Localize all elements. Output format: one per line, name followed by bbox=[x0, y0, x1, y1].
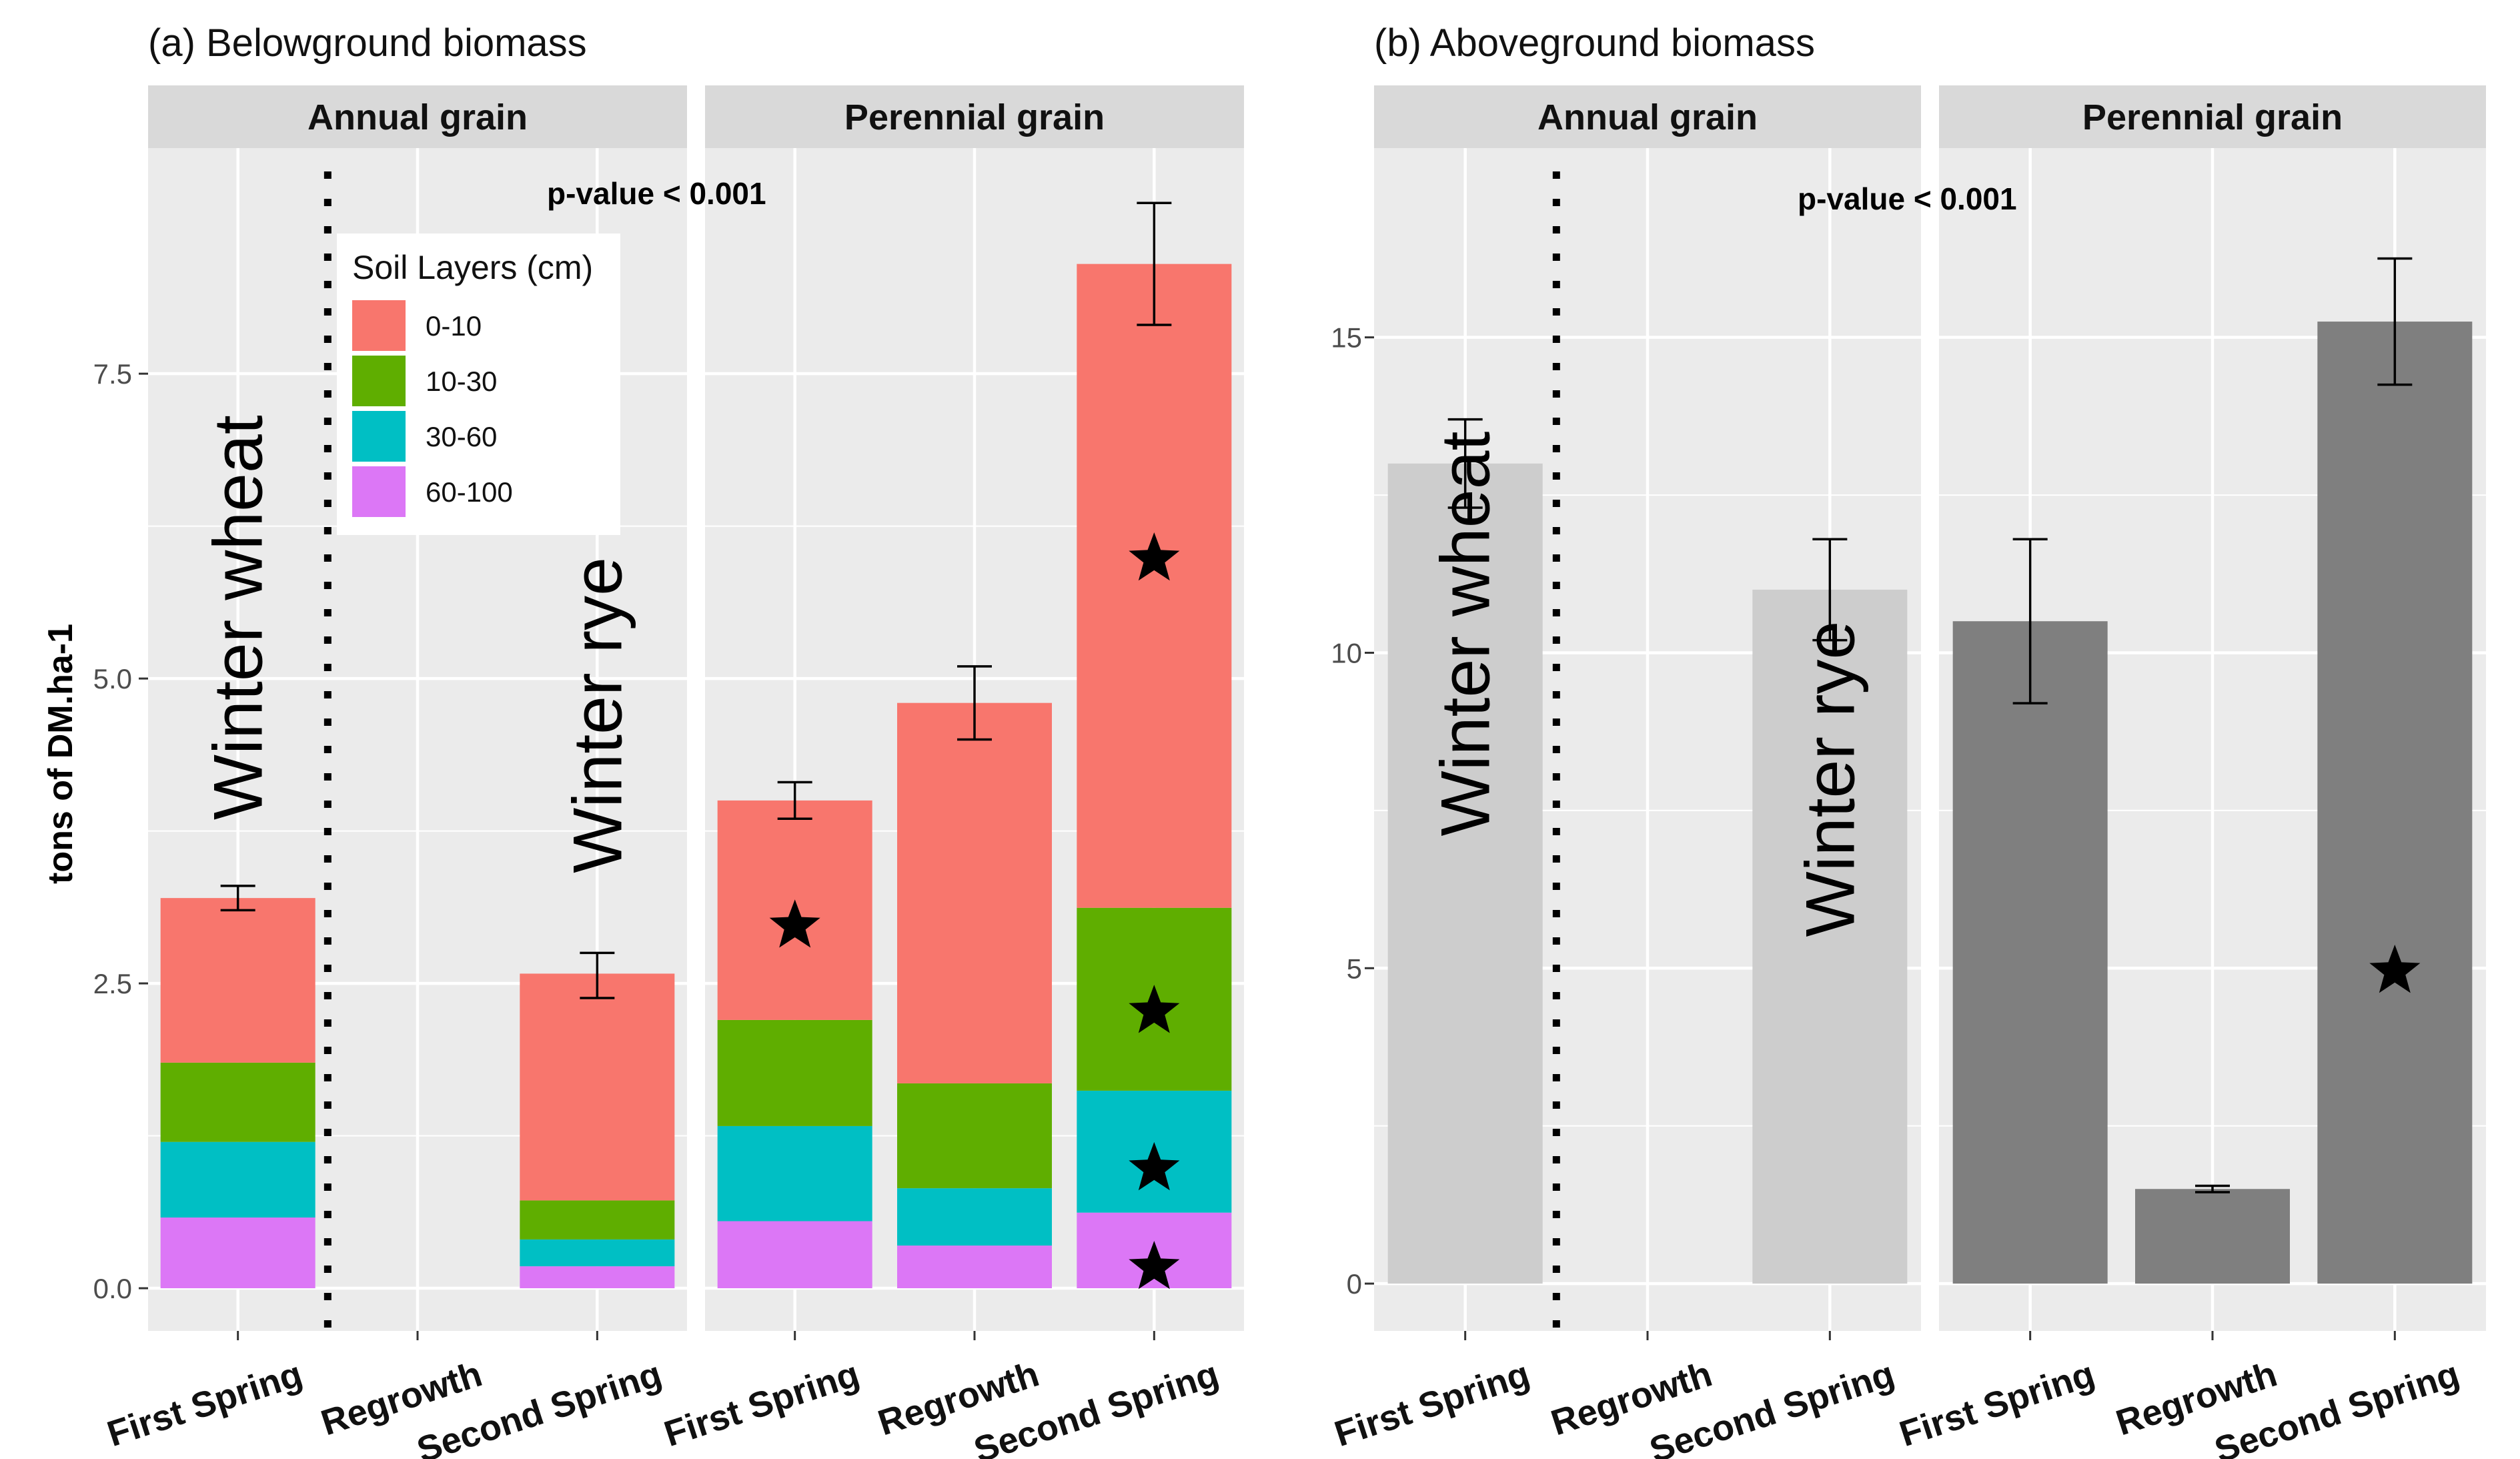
legend-swatch-60-100 bbox=[352, 466, 406, 517]
panel-a-significance-star bbox=[1129, 1241, 1180, 1290]
legend-label-10-30: 10-30 bbox=[426, 366, 497, 397]
panel-b-crop-label-winter-rye: Winter rye bbox=[1792, 621, 1869, 937]
panel-a-bar-perennial-grain-second-spring-layer-0-10 bbox=[1077, 264, 1232, 908]
panel-b-title: (b) Aboveground biomass bbox=[1374, 21, 1815, 65]
panel-a-bar-annual-grain-second-spring-layer-30-60 bbox=[520, 1239, 675, 1267]
legend-label-60-100: 60-100 bbox=[426, 476, 513, 508]
panel-a-bar-annual-grain-first-spring-layer-30-60 bbox=[160, 1141, 316, 1218]
panel-b-x-tick-label-first-spring: First Spring bbox=[1330, 1354, 1535, 1454]
panel-a-bar-annual-grain-second-spring-layer-10-30 bbox=[520, 1200, 675, 1240]
panel-a-y-tick-label: 0.0 bbox=[93, 1273, 132, 1304]
panel-a-bar-annual-grain-first-spring-layer-0-10 bbox=[160, 898, 316, 1063]
panel-a-y-tick-label: 7.5 bbox=[93, 358, 132, 390]
panel-b-y-tick-label: 0 bbox=[1347, 1268, 1362, 1300]
y-axis-label: tons of DM.ha-1 bbox=[41, 624, 80, 884]
panel-a-strip-1 bbox=[705, 85, 1244, 148]
panel-b-y-tick-label: 5 bbox=[1347, 953, 1362, 984]
panel-a-plot: Annual grain Winter wheat Winter rye First … bbox=[93, 85, 1244, 1459]
panel-a-bar-perennial-grain-regrowth-layer-30-60 bbox=[897, 1188, 1052, 1246]
panel-b-p-value: p-value < 0.001 bbox=[1798, 181, 2017, 216]
panel-a-x-tick-label-first-spring: First Spring bbox=[660, 1354, 864, 1454]
panel-a-bar-perennial-grain-regrowth-layer-10-30 bbox=[897, 1083, 1052, 1189]
panel-b-bar-perennial-grain-regrowth bbox=[2135, 1189, 2290, 1284]
panel-a-significance-star bbox=[1129, 532, 1180, 581]
panel-b-bar-annual-grain-first-spring bbox=[1387, 463, 1543, 1284]
panel-a-p-value: p-value < 0.001 bbox=[547, 176, 766, 211]
panel-b-strip-label-0: Annual grain bbox=[1537, 97, 1758, 137]
panel-b-strip-1 bbox=[1939, 85, 2486, 148]
panel-a-bar-annual-grain-first-spring-layer-60-100 bbox=[160, 1218, 316, 1289]
panel-b-strip-label-1: Perennial grain bbox=[2082, 97, 2343, 137]
panel-b-significance-star bbox=[2369, 945, 2421, 993]
panel-a-y-tick-label: 5.0 bbox=[93, 663, 132, 694]
legend-title: Soil Layers (cm) bbox=[352, 249, 593, 286]
panel-a-bar-perennial-grain-first-spring-layer-10-30 bbox=[717, 1019, 872, 1126]
panel-b-bar-perennial-grain-second-spring bbox=[2317, 322, 2473, 1284]
panel-a-strip-0 bbox=[148, 85, 687, 148]
panel-a-significance-star bbox=[769, 899, 820, 948]
panel-a-x-tick-label-first-spring: First Spring bbox=[103, 1354, 307, 1454]
panel-a-bar-annual-grain-first-spring-layer-10-30 bbox=[160, 1062, 316, 1142]
legend-swatch-30-60 bbox=[352, 411, 406, 462]
legend-swatch-0-10 bbox=[352, 300, 406, 351]
panel-a-significance-star bbox=[1129, 985, 1180, 1033]
panel-a-y-tick-label: 2.5 bbox=[93, 968, 132, 999]
panel-b-y-tick-label: 15 bbox=[1331, 322, 1362, 354]
panel-a-bar-perennial-grain-first-spring-layer-30-60 bbox=[717, 1125, 872, 1222]
panel-a-bar-annual-grain-second-spring-layer-60-100 bbox=[520, 1266, 675, 1289]
panel-a-strip-label-0: Annual grain bbox=[307, 97, 528, 137]
panel-a-crop-label-winter-wheat: Winter wheat bbox=[200, 415, 277, 820]
panel-a-crop-label-winter-rye: Winter rye bbox=[559, 557, 636, 873]
legend: Soil Layers (cm) 0-10 10-30 30-60 60-100 bbox=[337, 233, 620, 535]
panel-b-strip-0 bbox=[1374, 85, 1921, 148]
panel-b-bar-annual-grain-second-spring bbox=[1752, 589, 1908, 1284]
legend-label-0-10: 0-10 bbox=[426, 310, 482, 342]
panel-b-y-tick-label: 10 bbox=[1331, 637, 1362, 668]
panel-b-plot: Annual grain Winter wheat Winter rye First … bbox=[1330, 85, 2486, 1459]
panel-a-bar-perennial-grain-regrowth-layer-0-10 bbox=[897, 702, 1052, 1083]
panel-a-bar-perennial-grain-first-spring-layer-60-100 bbox=[717, 1221, 872, 1289]
panel-a-strip-label-1: Perennial grain bbox=[844, 97, 1105, 137]
panel-b-x-tick-label-first-spring: First Spring bbox=[1895, 1354, 2100, 1454]
panel-a-significance-star bbox=[1129, 1141, 1180, 1191]
legend-swatch-10-30 bbox=[352, 356, 406, 406]
panel-a-bar-annual-grain-second-spring-layer-0-10 bbox=[520, 973, 675, 1201]
panel-a-title: (a) Belowground biomass bbox=[148, 21, 587, 65]
panel-b-crop-label-winter-wheat: Winter wheat bbox=[1427, 432, 1505, 837]
panel-b-bar-perennial-grain-first-spring bbox=[1952, 621, 2108, 1284]
legend-label-30-60: 30-60 bbox=[426, 421, 497, 452]
panel-a-bar-perennial-grain-regrowth-layer-60-100 bbox=[897, 1246, 1052, 1289]
